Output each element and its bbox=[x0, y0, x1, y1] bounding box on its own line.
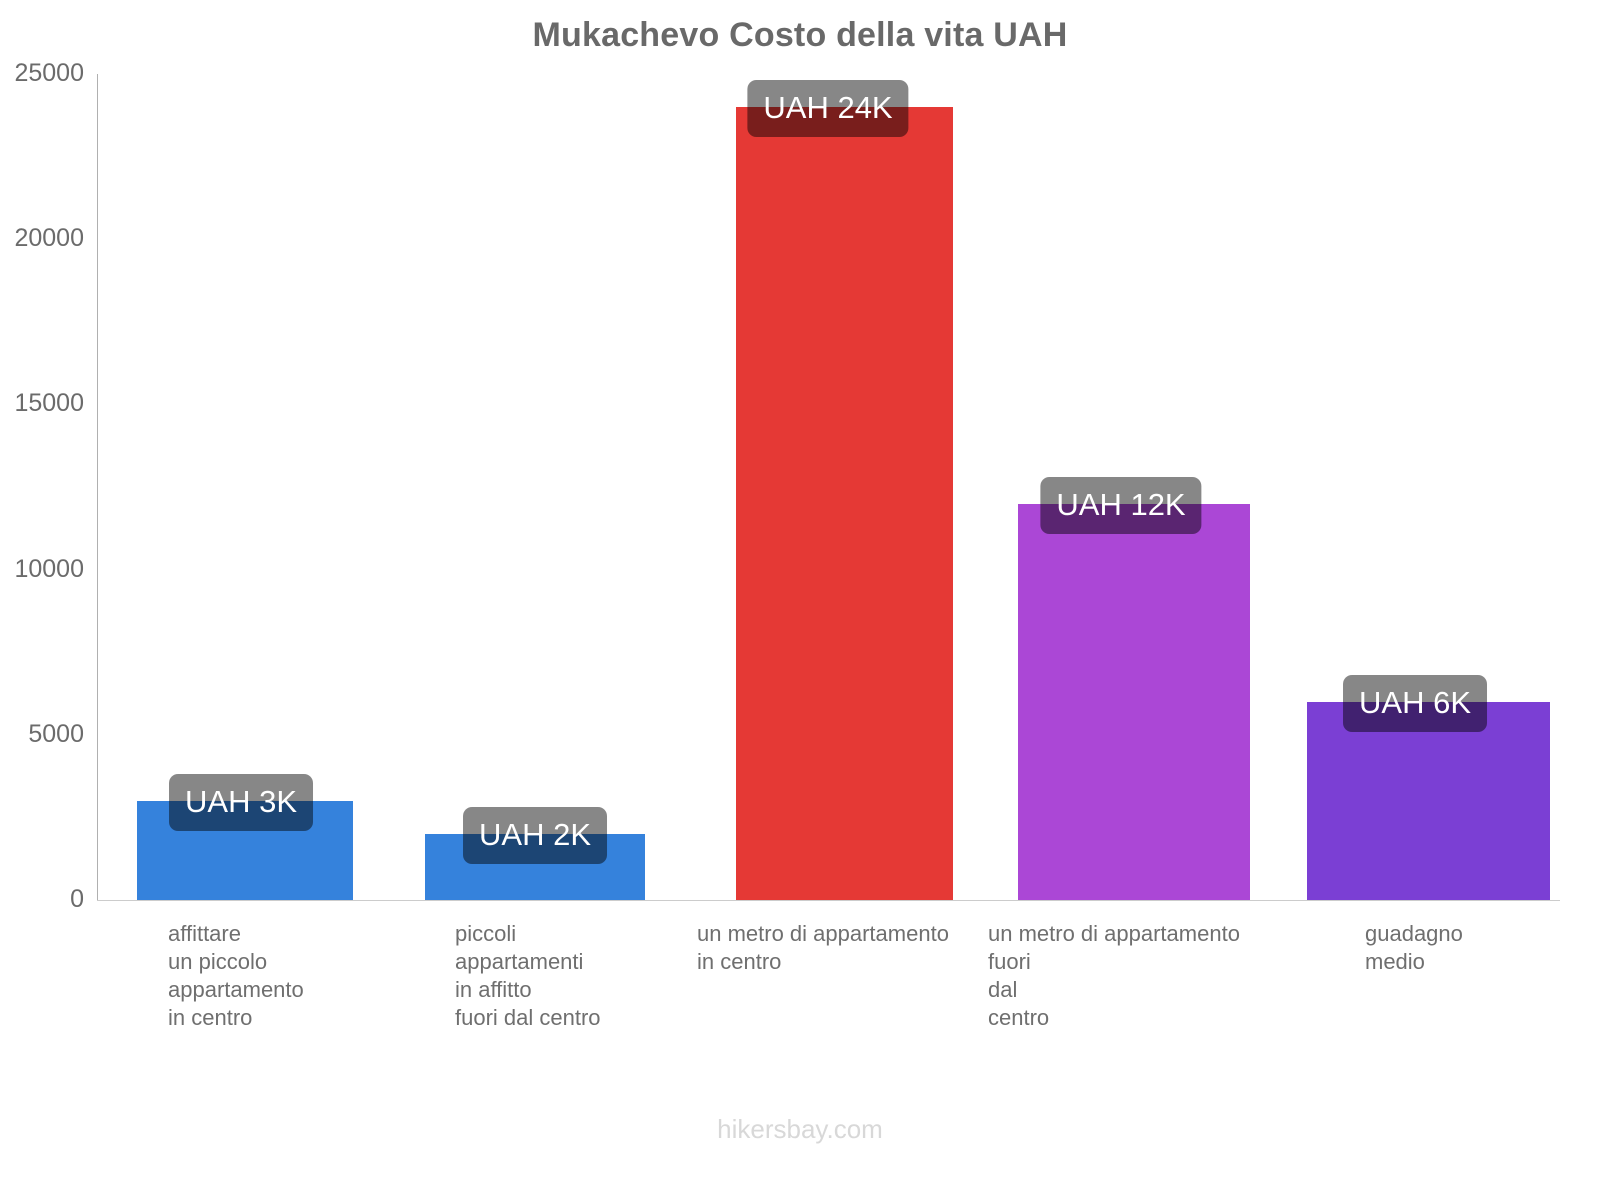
footer-attribution: hikersbay.com bbox=[717, 1114, 883, 1144]
bar-4[interactable] bbox=[1018, 503, 1250, 900]
y-axis-line bbox=[97, 74, 98, 900]
y-axis-tick-15000: 15000 bbox=[14, 389, 84, 418]
y-axis-tick-20000: 20000 bbox=[14, 224, 84, 253]
category-label-3: un metro di appartamento in centro bbox=[697, 921, 949, 975]
category-label-5: guadagno medio bbox=[1365, 921, 1463, 975]
y-axis-tick-25000: 25000 bbox=[14, 59, 84, 87]
category-label-1: affittare un piccolo appartamento in cen… bbox=[168, 921, 304, 1031]
bar-value-label-5: UAH 6K bbox=[1343, 674, 1487, 732]
bar-2[interactable] bbox=[425, 833, 645, 900]
category-label-2: piccoli appartamenti in affitto fuori da… bbox=[455, 921, 601, 1031]
y-axis-tick-5000: 5000 bbox=[28, 719, 84, 748]
bar-1[interactable] bbox=[137, 800, 353, 900]
bar-3[interactable] bbox=[736, 107, 953, 900]
y-axis-tick-10000: 10000 bbox=[14, 554, 84, 583]
y-axis-tick-0: 0 bbox=[70, 885, 84, 913]
chart-title: Mukachevo Costo della vita UAH bbox=[532, 16, 1068, 54]
bar-value-label-4: UAH 12K bbox=[1040, 476, 1202, 534]
x-axis-line bbox=[97, 900, 1560, 901]
bar-value-label-2: UAH 2K bbox=[463, 806, 607, 864]
category-label-4: un metro di appartamento fuori dal centr… bbox=[988, 921, 1240, 1031]
bar-value-label-1: UAH 3K bbox=[169, 773, 313, 831]
bar-value-label-3: UAH 24K bbox=[747, 80, 909, 138]
bar-5[interactable] bbox=[1307, 701, 1550, 900]
